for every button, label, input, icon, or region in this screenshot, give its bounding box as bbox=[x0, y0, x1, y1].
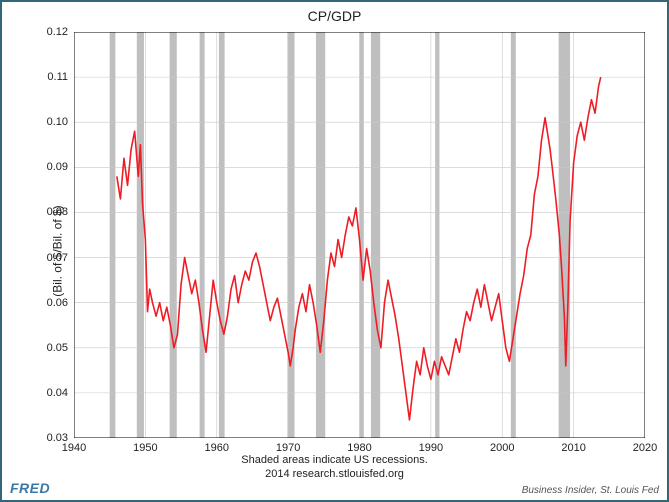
y-tick-label: 0.07 bbox=[47, 252, 68, 264]
y-tick-label: 0.05 bbox=[47, 342, 68, 354]
attribution-text: Business Insider, St. Louis Fed bbox=[522, 485, 659, 496]
x-tick-label: 1950 bbox=[133, 442, 157, 454]
y-tick-label: 0.12 bbox=[47, 26, 68, 38]
recession-note: Shaded areas indicate US recessions. bbox=[2, 454, 667, 466]
y-tick-label: 0.10 bbox=[47, 116, 68, 128]
fred-logo: FRED bbox=[10, 480, 50, 496]
x-tick-label: 2000 bbox=[490, 442, 514, 454]
y-tick-label: 0.04 bbox=[47, 387, 68, 399]
x-tick-label: 1970 bbox=[276, 442, 300, 454]
plot-area: 0.030.040.050.060.070.080.090.100.110.12… bbox=[74, 32, 645, 438]
chart-svg bbox=[74, 32, 645, 438]
y-tick-label: 0.09 bbox=[47, 161, 68, 173]
x-tick-label: 2020 bbox=[633, 442, 657, 454]
source-note: 2014 research.stlouisfed.org bbox=[2, 468, 667, 480]
x-tick-label: 1990 bbox=[419, 442, 443, 454]
y-tick-label: 0.06 bbox=[47, 297, 68, 309]
y-tick-label: 0.11 bbox=[47, 71, 68, 83]
y-tick-label: 0.08 bbox=[47, 206, 68, 218]
x-tick-label: 1940 bbox=[62, 442, 86, 454]
x-tick-label: 1980 bbox=[347, 442, 371, 454]
chart-title: CP/GDP bbox=[2, 8, 667, 24]
x-tick-label: 2010 bbox=[561, 442, 585, 454]
chart-frame: CP/GDP (Bil. of $/Bil. of $) 0.030.040.0… bbox=[0, 0, 669, 502]
x-tick-label: 1960 bbox=[205, 442, 229, 454]
